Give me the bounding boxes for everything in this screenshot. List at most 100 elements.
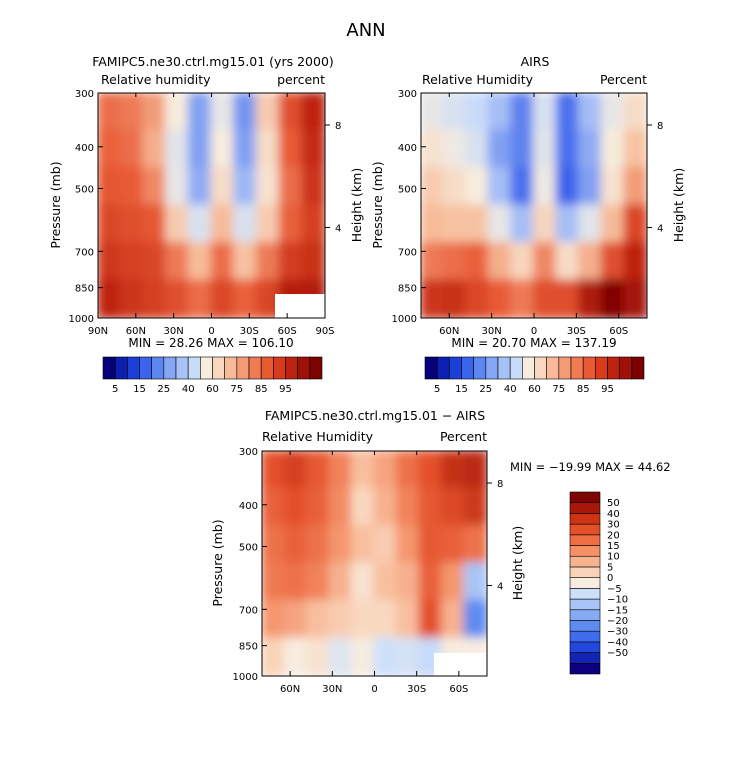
field-cell	[142, 204, 168, 245]
field-cell	[119, 93, 145, 132]
colorbar-box	[102, 356, 116, 380]
field-cell	[98, 279, 122, 318]
colorbar-label: 15	[607, 541, 620, 552]
colorbar-box	[569, 545, 601, 557]
colorbar-box	[212, 356, 225, 380]
y-tick-label: 850	[239, 642, 258, 653]
field-cell	[555, 93, 581, 132]
field-cell	[305, 562, 331, 603]
colorbar-label: 40	[182, 384, 195, 395]
field-cell	[262, 599, 286, 640]
y-tick-label: 300	[398, 89, 417, 100]
field-cell	[555, 204, 581, 245]
field-cell	[442, 279, 468, 318]
field-cell	[262, 524, 286, 565]
field-cell	[305, 637, 331, 676]
colorbar-label: 30	[607, 520, 620, 531]
field-cell	[301, 204, 325, 245]
x-tick-label: 30S	[567, 326, 586, 337]
colorbar-label: −50	[607, 648, 628, 659]
y-tick-label: 850	[75, 284, 94, 295]
field-cell	[600, 204, 626, 245]
field-cell	[465, 204, 490, 245]
colorbar-label: 25	[479, 384, 492, 395]
colorbar-label: 5	[112, 384, 118, 395]
colorbar-box	[546, 356, 560, 380]
field-cell	[421, 166, 445, 207]
field-cell	[233, 241, 259, 282]
x-tick-label: 60S	[278, 326, 297, 337]
colorbar-box	[248, 356, 262, 380]
colorbar-box	[285, 356, 298, 380]
field-cell	[350, 487, 376, 528]
colorbar-box	[260, 356, 274, 380]
field-cell	[555, 129, 581, 170]
panel-diff-stats: MIN = −19.99 MAX = 44.62	[510, 460, 671, 474]
colorbar-box	[522, 356, 535, 380]
field-cell	[255, 129, 281, 170]
field-cell	[278, 93, 304, 132]
colorbar-box	[473, 356, 487, 380]
x-tick-label: 60N	[439, 326, 459, 337]
field-cell	[578, 204, 603, 245]
field-cell	[442, 93, 468, 132]
field-cell	[510, 279, 536, 318]
colorbar-label: 5	[607, 562, 613, 573]
field-cell	[164, 166, 190, 207]
colorbar-box	[569, 513, 601, 525]
panel-obs: AIRS Relative Humidity Percent 300400500…	[370, 54, 686, 395]
colorbar-label: 10	[607, 552, 620, 563]
field-cell	[283, 487, 309, 528]
colorbar-box	[534, 356, 547, 380]
field-cell	[164, 241, 190, 282]
y2-tick-label: 4	[335, 223, 341, 234]
colorbar-box	[485, 356, 499, 380]
field-cell	[487, 241, 513, 282]
panel-model-y2label: Height (km)	[349, 168, 364, 242]
x-tick-label: 60N	[280, 684, 300, 695]
field-cell	[510, 129, 536, 170]
field-cell	[532, 166, 558, 207]
field-cell	[233, 129, 259, 170]
colorbar-box	[424, 356, 438, 380]
x-tick-label: 60S	[609, 326, 628, 337]
field-cell	[350, 637, 376, 676]
x-tick-label: 0	[208, 326, 214, 337]
y-tick-label: 500	[398, 184, 417, 195]
field-cell	[98, 93, 122, 132]
field-cell	[600, 166, 626, 207]
panel-model-missing-region	[275, 294, 325, 318]
field-cell	[373, 599, 399, 640]
panel-diff-units-label: Percent	[440, 429, 487, 444]
field-cell	[463, 562, 487, 603]
field-cell	[119, 129, 145, 170]
field-cell	[532, 204, 558, 245]
colorbar-box	[619, 356, 633, 380]
field-cell	[142, 93, 168, 132]
field-cell	[301, 166, 325, 207]
y-tick-label: 400	[75, 143, 94, 154]
colorbar-box	[558, 356, 572, 380]
field-cell	[301, 241, 325, 282]
field-cell	[442, 129, 468, 170]
panel-diff-title: FAMIPC5.ne30.ctrl.mg15.01 − AIRS	[265, 408, 485, 423]
field-cell	[278, 129, 304, 170]
colorbar-box	[569, 630, 601, 643]
colorbar-label: 95	[279, 384, 292, 395]
colorbar-box	[139, 356, 152, 380]
x-tick-label: 90N	[88, 326, 108, 337]
field-cell	[463, 524, 487, 565]
colorbar-label: 95	[601, 384, 614, 395]
panel-diff-variable-label: Relative Humidity	[262, 429, 374, 444]
field-cell	[278, 241, 304, 282]
field-cell	[465, 93, 490, 132]
field-cell	[373, 637, 399, 676]
colorbar-label: 40	[504, 384, 517, 395]
colorbar-box	[569, 641, 601, 653]
colorbar-label: 60	[528, 384, 541, 395]
y-tick-label: 300	[75, 89, 94, 100]
y-tick-label: 500	[75, 184, 94, 195]
colorbar-box	[151, 356, 165, 380]
